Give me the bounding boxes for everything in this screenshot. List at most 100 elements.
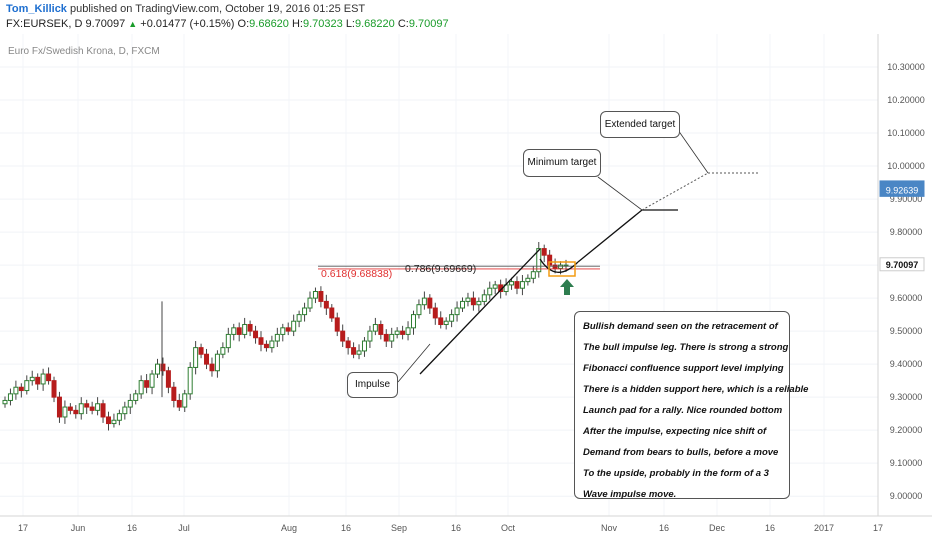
ext-callout-pointer — [677, 129, 709, 174]
bear-candle — [334, 317, 340, 332]
open-value: 9.68620 — [249, 18, 289, 30]
bull-candle — [274, 333, 280, 342]
bull-candle — [242, 324, 248, 335]
author-link[interactable]: Tom_Killick — [6, 3, 67, 15]
bull-candle — [62, 406, 68, 418]
bear-candle — [258, 337, 264, 345]
price-chart[interactable]: 10.3000010.2000010.1000010.000009.900009… — [0, 34, 932, 550]
y-tick-label: 9.00000 — [890, 491, 923, 501]
bear-candle — [253, 330, 259, 339]
bull-candle — [416, 304, 422, 316]
low-value: 9.68220 — [355, 18, 395, 30]
bear-candle — [329, 307, 335, 319]
fib-786-label: 0.786(9.69669) — [405, 263, 477, 275]
impulse-callout[interactable]: Impulse — [347, 372, 398, 398]
consolidation-box — [548, 261, 576, 277]
extended-projection-line — [641, 172, 709, 211]
bear-candle — [345, 340, 351, 349]
bull-candle — [361, 340, 367, 352]
bear-candle — [378, 324, 384, 335]
bear-candle — [427, 297, 433, 309]
x-tick-label: Nov — [601, 523, 618, 533]
bear-candle — [285, 327, 291, 332]
bull-candle — [24, 380, 30, 392]
y-tick-label: 9.30000 — [890, 392, 923, 402]
bull-candle — [525, 277, 531, 283]
bull-candle — [155, 363, 161, 375]
bear-candle — [35, 376, 41, 385]
symbol-label[interactable]: FX:EURSEK, D — [6, 18, 83, 30]
close-label: C: — [397, 18, 409, 30]
bear-candle — [400, 330, 406, 335]
y-tick-label: 10.30000 — [887, 62, 925, 72]
bull-candle — [40, 373, 46, 385]
bull-candle — [509, 281, 515, 286]
analysis-line: Fibonacci confluence support level imply… — [583, 363, 784, 374]
extended-target-callout[interactable]: Extended target — [600, 111, 680, 138]
bull-candle — [214, 353, 220, 372]
bull-candle — [116, 413, 122, 421]
up-arrow-icon: ▲ — [128, 19, 138, 29]
bear-candle — [541, 248, 547, 256]
drawing-tools — [318, 129, 760, 383]
price-tag-bg — [879, 257, 925, 272]
bear-candle — [51, 380, 57, 398]
bear-candle — [340, 330, 346, 342]
bear-candle — [318, 291, 324, 302]
time-axis[interactable]: 17 Jun 16 Jul Aug 16 Sep 16 Oct Nov 16 Dec 16 2017 17 — [18, 523, 883, 533]
price-change: +0.01477 (+0.15%) — [140, 18, 235, 30]
y-tick-label: 9.80000 — [890, 227, 923, 237]
bull-candle — [13, 386, 19, 395]
bull-candle — [225, 333, 231, 349]
bull-candle — [492, 284, 498, 289]
bull-candle — [372, 324, 378, 332]
bear-candle — [160, 363, 166, 372]
candlesticks — [2, 241, 569, 431]
y-tick-label: 10.20000 — [887, 95, 925, 105]
bear-candle — [105, 416, 111, 425]
close-value: 9.70097 — [408, 18, 449, 30]
up-arrow-icon — [560, 279, 574, 295]
bull-candle — [465, 297, 471, 302]
bear-candle — [263, 343, 269, 349]
x-tick-label: Jul — [178, 523, 190, 533]
price-tag-label: 9.92639 — [886, 185, 919, 195]
bear-candle — [89, 406, 95, 411]
bear-candle — [165, 370, 171, 388]
x-tick-label: 17 — [18, 523, 28, 533]
bear-candle — [209, 363, 215, 372]
analysis-line: Bullish demand seen on the retracement o… — [583, 321, 778, 332]
bull-candle — [269, 340, 275, 349]
bear-candle — [432, 307, 438, 319]
x-tick-label: 17 — [873, 523, 883, 533]
price-tag-bg — [879, 182, 925, 197]
bear-candle — [73, 409, 79, 415]
x-tick-label: 16 — [765, 523, 775, 533]
bull-candle — [182, 393, 188, 408]
impulse-callout-pointer — [397, 343, 431, 383]
analysis-note[interactable]: Bullish demand seen on the retracement o… — [574, 311, 809, 500]
bear-candle — [323, 300, 329, 309]
bull-candle — [367, 330, 373, 342]
bear-candle — [438, 317, 444, 326]
bull-candle — [2, 399, 8, 405]
minimum-target-callout[interactable]: Minimum target — [523, 149, 601, 177]
bull-candle — [231, 327, 237, 335]
bull-candle — [133, 393, 139, 401]
bull-candle — [7, 393, 13, 401]
bear-candle — [171, 386, 177, 401]
bull-candle — [405, 327, 411, 335]
high-value: 9.70323 — [302, 18, 343, 30]
bear-candle — [84, 403, 90, 408]
bear-candle — [236, 327, 242, 335]
bear-candle — [144, 380, 150, 388]
price-axis[interactable]: 10.3000010.2000010.1000010.000009.900009… — [887, 62, 925, 501]
y-tick-label: 9.90000 — [890, 194, 923, 204]
x-tick-label: Jun — [71, 523, 86, 533]
x-tick-label: 2017 — [814, 523, 834, 533]
fib-618-label: 0.618(9.68838) — [321, 268, 393, 280]
analysis-line: Wave impulse move. — [583, 489, 677, 500]
analysis-line: There is a hidden support here, which is… — [583, 384, 809, 395]
analysis-line: The bull impulse leg. There is strong a … — [583, 342, 789, 353]
bear-candle — [204, 353, 210, 365]
